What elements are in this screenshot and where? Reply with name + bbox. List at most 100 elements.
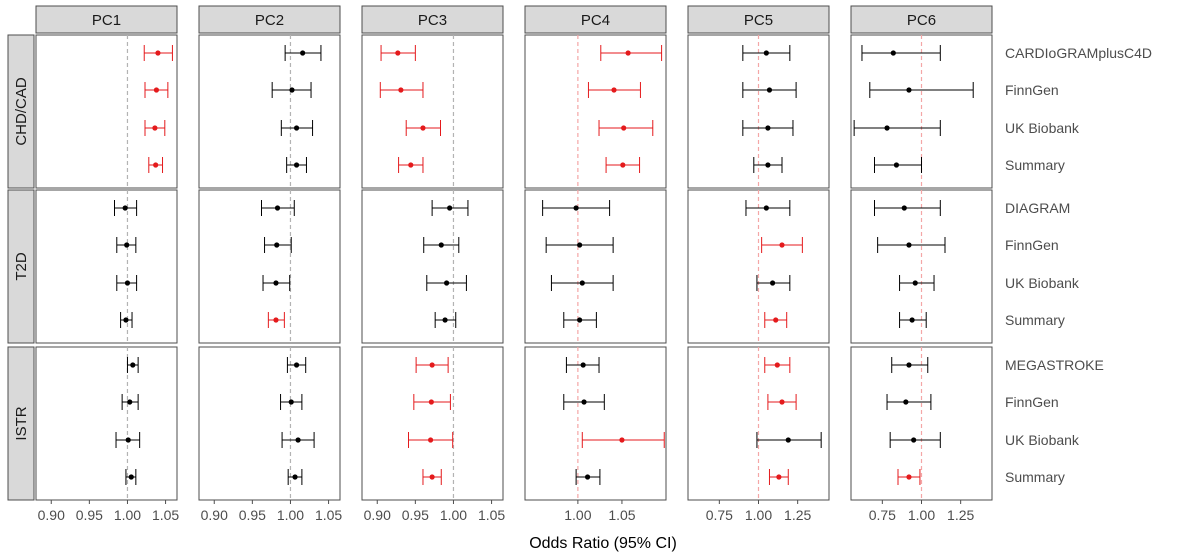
- x-axis-ticks: 0.90 0.95 1.00 1.05 0.90 0.95 1.00 1.05 0.90 0.95…: [38, 500, 975, 523]
- panel-istr-pc2: [199, 347, 340, 500]
- tick-label: 0.75: [869, 507, 896, 523]
- point-estimate: [767, 87, 772, 92]
- point-estimate: [428, 437, 433, 442]
- point-estimate: [773, 317, 778, 322]
- point-estimate: [574, 205, 579, 210]
- point-estimate: [444, 280, 449, 285]
- point-estimate: [125, 280, 130, 285]
- column-strip-label: PC1: [92, 12, 121, 29]
- panel-chd-cad-pc3: [362, 35, 503, 188]
- study-label: UK Biobank: [1005, 275, 1080, 291]
- point-estimate: [906, 242, 911, 247]
- tick-label: 1.05: [152, 507, 179, 523]
- point-estimate: [765, 125, 770, 130]
- panel-istr-pc4: [525, 347, 666, 500]
- panel-chd-cad-pc2: [199, 35, 340, 188]
- point-estimate: [786, 437, 791, 442]
- point-estimate: [621, 125, 626, 130]
- tick-label: 1.05: [315, 507, 342, 523]
- point-estimate: [765, 162, 770, 167]
- tick-label: 1.00: [745, 507, 772, 523]
- study-label: FinnGen: [1005, 394, 1059, 410]
- row-strip-label: T2D: [13, 252, 30, 281]
- point-estimate: [891, 50, 896, 55]
- tick-label: 1.05: [478, 507, 505, 523]
- point-estimate: [764, 205, 769, 210]
- point-estimate: [408, 162, 413, 167]
- point-estimate: [620, 162, 625, 167]
- panel-t2d-pc2: [199, 190, 340, 343]
- point-estimate: [906, 87, 911, 92]
- point-estimate: [154, 87, 159, 92]
- column-strip-pc1: PC1: [36, 6, 177, 33]
- tick-label: 1.00: [564, 507, 591, 523]
- point-estimate: [906, 362, 911, 367]
- panel-istr-pc3: [362, 347, 503, 500]
- point-estimate: [581, 399, 586, 404]
- point-estimate: [273, 317, 278, 322]
- panel-t2d-pc4: [525, 190, 666, 343]
- tick-label: 0.95: [402, 507, 429, 523]
- panel-t2d-pc6: [851, 190, 992, 343]
- point-estimate: [295, 437, 300, 442]
- point-estimate: [902, 205, 907, 210]
- point-estimate: [626, 50, 631, 55]
- column-strip-pc6: PC6: [851, 6, 992, 33]
- tick-label: 0.90: [364, 507, 391, 523]
- point-estimate: [127, 399, 132, 404]
- column-strip-label: PC6: [907, 12, 936, 29]
- point-estimate: [619, 437, 624, 442]
- panel-t2d-pc5: [688, 190, 829, 343]
- panel-frame: [362, 35, 503, 188]
- point-estimate: [884, 125, 889, 130]
- study-label: FinnGen: [1005, 82, 1059, 98]
- tick-label: 1.05: [608, 507, 635, 523]
- point-estimate: [577, 317, 582, 322]
- tick-label: 1.00: [114, 507, 141, 523]
- tick-label: 0.75: [706, 507, 733, 523]
- point-estimate: [300, 50, 305, 55]
- point-estimate: [123, 317, 128, 322]
- point-estimate: [430, 362, 435, 367]
- panel-chd-cad-pc6: [851, 35, 992, 188]
- point-estimate: [911, 437, 916, 442]
- point-estimate: [398, 87, 403, 92]
- point-estimate: [152, 125, 157, 130]
- row-strip-chd-cad: CHD/CAD: [8, 35, 34, 188]
- study-label: UK Biobank: [1005, 432, 1080, 448]
- tick-label: 1.00: [908, 507, 935, 523]
- row-strip-label: ISTR: [13, 406, 30, 440]
- point-estimate: [275, 205, 280, 210]
- point-estimate: [611, 87, 616, 92]
- row-strips: CHD/CAD T2D ISTR: [8, 35, 34, 500]
- tick-label: 0.90: [38, 507, 65, 523]
- point-estimate: [289, 87, 294, 92]
- panel-t2d-pc1: [36, 190, 177, 343]
- point-estimate: [429, 399, 434, 404]
- column-strip-pc2: PC2: [199, 6, 340, 33]
- panel-frame: [36, 190, 177, 343]
- tick-label: 1.25: [784, 507, 811, 523]
- point-estimate: [442, 317, 447, 322]
- study-label: Summary: [1005, 157, 1065, 173]
- point-estimate: [289, 399, 294, 404]
- point-estimate: [439, 242, 444, 247]
- point-estimate: [906, 474, 911, 479]
- point-estimate: [126, 437, 131, 442]
- row-strip-label: CHD/CAD: [13, 77, 30, 146]
- panel-t2d-pc3: [362, 190, 503, 343]
- study-labels: CARDIoGRAMplusC4DFinnGenUK BiobankSummar…: [1005, 45, 1152, 485]
- panel-istr-pc6: [851, 347, 992, 500]
- panel-frame: [36, 347, 177, 500]
- point-estimate: [292, 474, 297, 479]
- column-strip-pc4: PC4: [525, 6, 666, 33]
- panel-istr-pc5: [688, 347, 829, 500]
- panel-frame: [199, 35, 340, 188]
- point-estimate: [129, 474, 134, 479]
- column-strip-pc3: PC3: [362, 6, 503, 33]
- point-estimate: [779, 399, 784, 404]
- panel-chd-cad-pc5: [688, 35, 829, 188]
- point-estimate: [420, 125, 425, 130]
- point-estimate: [273, 280, 278, 285]
- point-estimate: [155, 50, 160, 55]
